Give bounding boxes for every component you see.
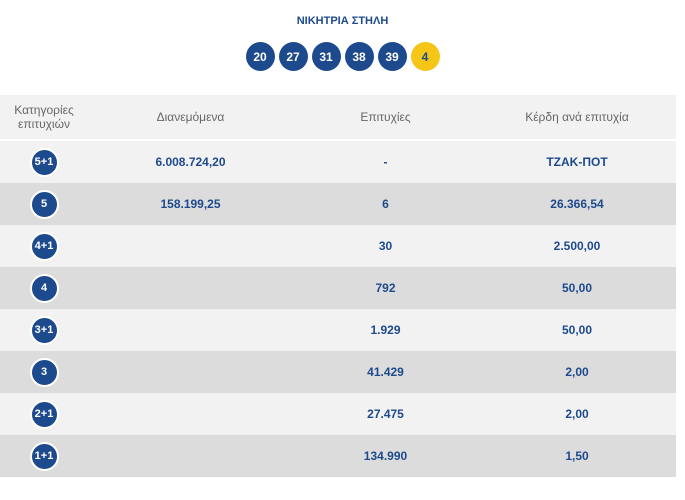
prize-cell: ΤΖΑΚ-ΠΟΤ [546, 155, 608, 169]
column-header: Διανεμόμενα [156, 110, 225, 124]
prize-cell: 2,00 [565, 365, 589, 379]
category-cell: 1+1 [0, 441, 88, 471]
category-badge: 4 [29, 273, 59, 303]
result-row: 1+1 134.990 1,50 [0, 435, 676, 477]
category-cell: 5+1 [0, 147, 88, 177]
result-row: 5 158.199,25 6 26.366,54 [0, 183, 676, 225]
category-cell: 3 [0, 357, 88, 387]
number-ball: 38 [344, 42, 374, 71]
category-badge: 3+1 [29, 315, 59, 345]
result-row: 4+1 30 2.500,00 [0, 225, 676, 267]
category-cell: 4+1 [0, 231, 88, 261]
winners-cell: 41.429 [367, 365, 404, 379]
winners-cell: 6 [382, 197, 389, 211]
category-cell: 2+1 [0, 399, 88, 429]
prize-cell: 50,00 [561, 323, 593, 337]
category-badge: 4+1 [29, 231, 59, 261]
winning-numbers: 20 27 31 38 39 4 [0, 42, 685, 71]
number-ball: 39 [377, 42, 407, 71]
results-table: Κατηγορίες επιτυχιών Διανεμόμενα Επιτυχίες… [0, 95, 676, 477]
category-badge: 2+1 [29, 399, 59, 429]
header-row: Κατηγορίες επιτυχιών Διανεμόμενα Επιτυχίες… [0, 95, 676, 139]
number-ball: 27 [278, 42, 308, 71]
category-cell: 5 [0, 189, 88, 219]
winners-cell: 1.929 [370, 323, 401, 337]
category-cell: 4 [0, 273, 88, 303]
number-ball: 20 [245, 42, 275, 71]
category-badge: 5+1 [29, 147, 59, 177]
prize-cell: 2.500,00 [553, 239, 601, 253]
result-row: 5+1 6.008.724,20 - ΤΖΑΚ-ΠΟΤ [0, 141, 676, 183]
winners-cell: 134.990 [363, 449, 408, 463]
distributed-cell: 6.008.724,20 [155, 155, 226, 169]
distributed-cell: 158.199,25 [160, 197, 221, 211]
title: ΝΙΚΗΤΡΙΑ ΣΤΗΛΗ [296, 15, 389, 27]
prize-cell: 50,00 [561, 281, 593, 295]
result-row: 4 792 50,00 [0, 267, 676, 309]
column-header: Κέρδη ανά επιτυχία [525, 110, 629, 124]
column-header: Επιτυχίες [360, 110, 411, 124]
result-row: 2+1 27.475 2,00 [0, 393, 676, 435]
category-cell: 3+1 [0, 315, 88, 345]
category-badge: 3 [29, 357, 59, 387]
winners-cell: 27.475 [367, 407, 404, 421]
number-ball: 31 [311, 42, 341, 71]
winners-cell: - [383, 155, 388, 169]
prize-cell: 1,50 [565, 449, 589, 463]
result-row: 3+1 1.929 50,00 [0, 309, 676, 351]
category-badge: 5 [29, 189, 59, 219]
prize-cell: 2,00 [565, 407, 589, 421]
result-row: 3 41.429 2,00 [0, 351, 676, 393]
winners-cell: 792 [375, 281, 396, 295]
prize-cell: 26.366,54 [550, 197, 604, 211]
column-header: Κατηγορίες επιτυχιών [14, 103, 74, 131]
bonus-ball: 4 [410, 42, 440, 71]
winners-cell: 30 [378, 239, 393, 253]
category-badge: 1+1 [29, 441, 59, 471]
